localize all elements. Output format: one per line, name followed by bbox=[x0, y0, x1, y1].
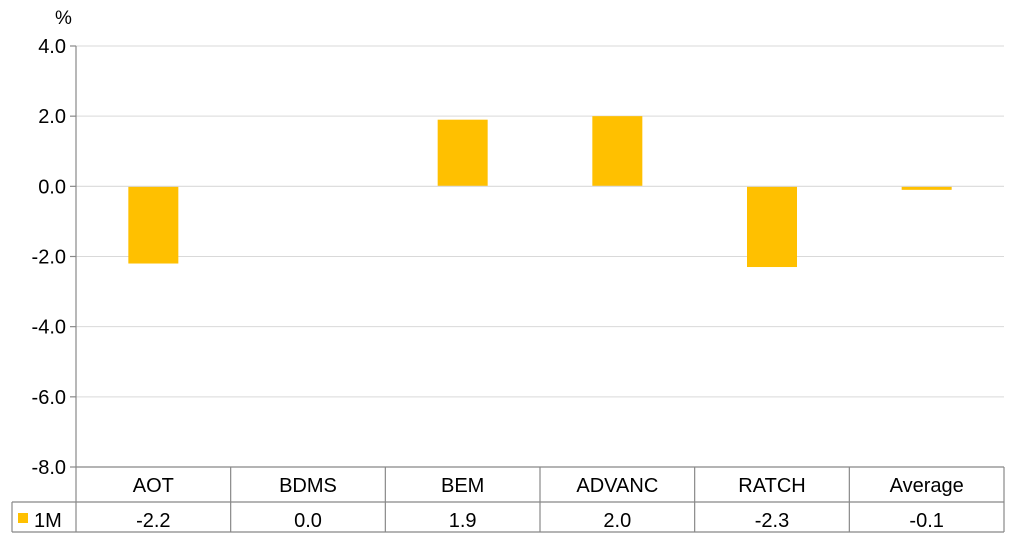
data-table-value: -0.1 bbox=[909, 510, 943, 532]
y-tick-label: -4.0 bbox=[32, 317, 66, 339]
data-table-value: 2.0 bbox=[603, 510, 631, 532]
data-table: AOT -2.2 BDMS 0.0 BEM 1.9 ADVANC 2.0 RATCH -2.3 Av… bbox=[11, 466, 1005, 533]
y-unit-label: % bbox=[55, 8, 72, 29]
data-table-value: -2.3 bbox=[755, 510, 789, 532]
bar-bem bbox=[437, 119, 488, 187]
data-table-value: -2.2 bbox=[136, 510, 170, 532]
bar-ratch bbox=[747, 186, 797, 268]
y-tick-label: 0.0 bbox=[38, 176, 66, 198]
y-tick-label: -8.0 bbox=[32, 457, 66, 479]
x-category-label: ADVANC bbox=[576, 475, 658, 497]
y-tick-label: -2.0 bbox=[32, 247, 66, 269]
bar-advanc bbox=[592, 116, 643, 187]
x-category-label: BEM bbox=[441, 475, 484, 497]
y-tick-label: -6.0 bbox=[32, 387, 66, 409]
legend-swatch-1m bbox=[18, 513, 28, 523]
data-table-value: 1.9 bbox=[449, 510, 477, 532]
gridlines bbox=[76, 45, 1004, 398]
x-category-label: RATCH bbox=[738, 475, 805, 497]
bar-average bbox=[901, 186, 952, 190]
x-category-label: Average bbox=[890, 475, 964, 497]
y-axis-ticks: 4.0 2.0 0.0 -2.0 -4.0 -6.0 -8.0 bbox=[32, 36, 76, 479]
y-tick-label: 4.0 bbox=[38, 36, 66, 58]
y-tick-label: 2.0 bbox=[38, 106, 66, 128]
x-category-label: BDMS bbox=[279, 475, 337, 497]
bar-aot bbox=[128, 186, 179, 264]
data-table-value: 0.0 bbox=[294, 510, 322, 532]
legend-label-1m: 1M bbox=[34, 510, 62, 532]
bars bbox=[128, 116, 952, 268]
x-category-label: AOT bbox=[133, 475, 174, 497]
